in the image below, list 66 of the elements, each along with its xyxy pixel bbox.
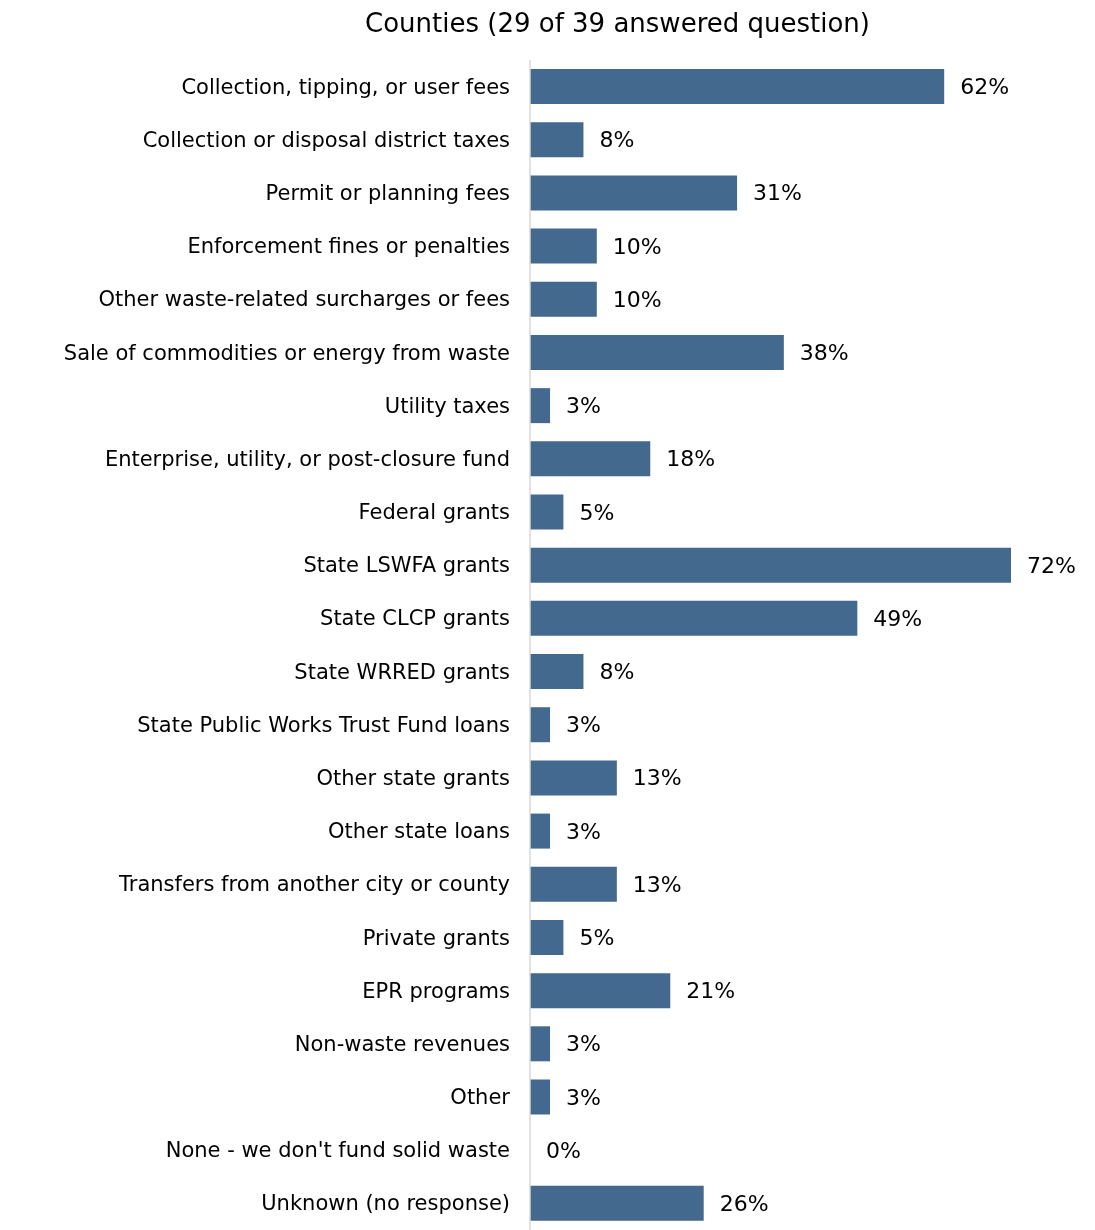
bar — [530, 919, 564, 955]
data-label: 38% — [799, 340, 849, 365]
y-tick-label: Collection or disposal district taxes — [142, 127, 510, 152]
data-label: 13% — [632, 871, 682, 897]
data-label: 3% — [566, 818, 601, 844]
bar — [530, 441, 651, 477]
y-tick-label: State LSWFA grants — [303, 553, 510, 578]
y-tick-label: None - we don't fund solid waste — [165, 1138, 510, 1163]
data-label: 49% — [873, 605, 923, 631]
data-label: 18% — [666, 446, 716, 472]
bar — [530, 760, 617, 796]
bar — [530, 281, 597, 317]
bar — [530, 973, 671, 1009]
data-label: 31% — [753, 180, 802, 206]
data-label: 21% — [686, 978, 736, 1004]
y-tick-label: State Public Works Trust Fund loans — [137, 712, 510, 737]
data-label: 3% — [566, 1031, 601, 1057]
bar — [530, 122, 584, 158]
bar — [530, 654, 584, 690]
data-label: 5% — [579, 925, 615, 950]
data-label: 10% — [612, 233, 662, 259]
bar — [530, 547, 1011, 583]
bar — [530, 600, 858, 636]
data-label: 8% — [599, 127, 635, 153]
bar — [530, 388, 551, 424]
y-tick-label: Utility taxes — [384, 393, 510, 418]
y-tick-label: Other state loans — [328, 819, 510, 844]
data-label: 72% — [1027, 552, 1076, 578]
y-tick-label: State CLCP grants — [320, 606, 510, 631]
bar — [530, 175, 738, 211]
bar — [530, 1026, 551, 1062]
bar — [530, 866, 617, 902]
bar — [530, 1079, 551, 1115]
y-tick-label: State WRRED grants — [294, 659, 510, 684]
data-label: 62% — [960, 74, 1010, 100]
data-label: 3% — [566, 712, 601, 738]
data-label: 5% — [579, 499, 615, 525]
y-tick-label: EPR programs — [362, 978, 510, 1003]
y-tick-label: Other state grants — [316, 765, 510, 790]
data-label: 8% — [599, 659, 635, 685]
bar — [530, 69, 945, 105]
bar — [530, 813, 551, 849]
data-label: 0% — [546, 1137, 581, 1163]
data-label: 13% — [632, 765, 682, 791]
data-label: 3% — [566, 1084, 601, 1110]
y-tick-label: Other — [450, 1085, 511, 1110]
data-label: 3% — [566, 393, 601, 419]
y-tick-label: Transfers from another city or county — [118, 872, 510, 897]
chart-title: Counties (29 of 39 answered question) — [364, 8, 871, 40]
y-tick-label: Enforcement fines or penalties — [187, 234, 510, 259]
data-label: 10% — [612, 286, 662, 312]
bar — [530, 494, 564, 530]
y-tick-label: Unknown (no response) — [261, 1191, 510, 1216]
y-tick-label: Non-waste revenues — [294, 1031, 510, 1056]
bar — [530, 228, 597, 264]
data-label: 26% — [719, 1190, 769, 1216]
y-tick-label: Collection, tipping, or user fees — [181, 74, 510, 99]
bar — [530, 1185, 704, 1221]
y-tick-label: Enterprise, utility, or post-closure fund — [104, 446, 510, 471]
y-tick-label: Federal grants — [358, 500, 510, 525]
y-tick-label: Sale of commodities or energy from waste — [63, 340, 510, 365]
y-tick-label: Private grants — [362, 925, 510, 950]
bar — [530, 334, 784, 370]
y-tick-label: Permit or planning fees — [265, 180, 510, 205]
bar — [530, 707, 551, 743]
y-tick-label: Other waste-related surcharges or fees — [98, 287, 510, 312]
